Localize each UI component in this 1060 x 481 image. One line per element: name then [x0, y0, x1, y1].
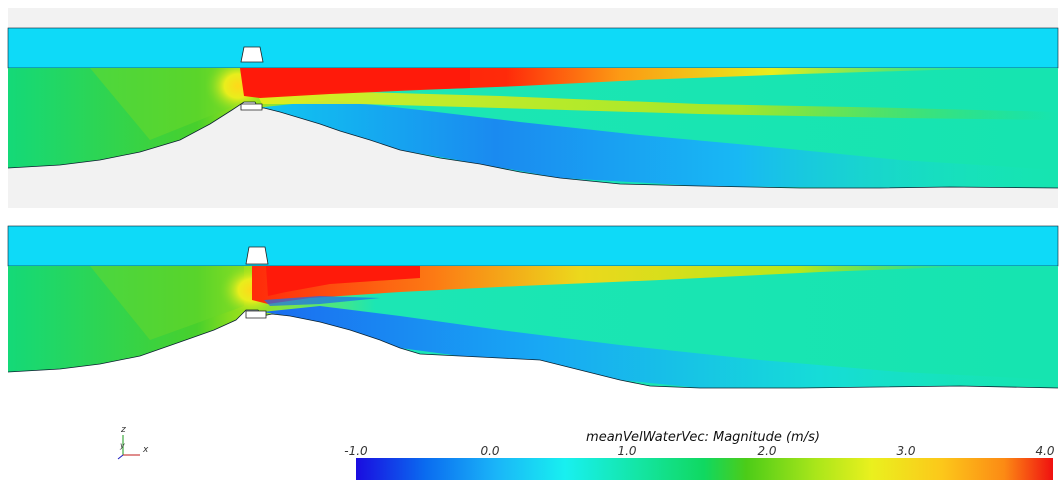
colorbar: meanVelWaterVec: Magnitude (m/s) -1.0 0.…	[344, 430, 1055, 480]
axis-x-label: x	[142, 445, 149, 455]
colorbar-tick-label: 3.0	[896, 444, 915, 458]
bottom-sill-structure	[245, 310, 267, 319]
colorbar-tick-label: 4.0	[1035, 444, 1054, 458]
axis-z-label: z	[120, 425, 126, 435]
colorbar-tick-label: 2.0	[757, 444, 776, 458]
colorbar-tick-label: -1.0	[344, 444, 368, 458]
colorbar-tick-label: 1.0	[617, 444, 636, 458]
axis-triad: z y x	[117, 425, 149, 460]
top-panel	[7, 8, 1059, 208]
colorbar-title: meanVelWaterVec: Magnitude (m/s)	[586, 430, 820, 445]
top-sill-structure	[240, 103, 263, 111]
top-velocity-field	[8, 68, 1058, 188]
bottom-water-surface-layer	[7, 225, 1059, 267]
bottom-panel	[7, 225, 1059, 389]
axis-y-label: y	[119, 441, 125, 450]
top-gate-structure	[240, 46, 264, 63]
bottom-bed-profile	[7, 309, 1059, 389]
colorbar-tick-label: 0.0	[480, 444, 499, 458]
colorbar-gradient	[356, 458, 1053, 480]
bottom-gate-structure	[245, 246, 269, 265]
bottom-velocity-field	[8, 266, 1058, 388]
top-water-surface-layer	[7, 27, 1059, 69]
top-bed-profile	[7, 101, 1059, 189]
